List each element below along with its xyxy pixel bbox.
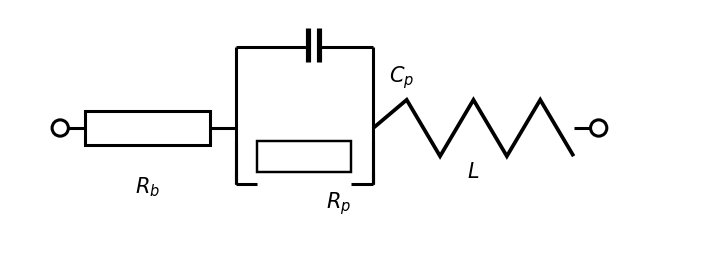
Text: $R_b$: $R_b$ (135, 175, 160, 199)
Text: $R_p$: $R_p$ (326, 191, 352, 217)
Bar (257, 141, 352, 172)
Bar (85, 111, 211, 145)
Text: $L$: $L$ (467, 163, 480, 183)
Text: $C_p$: $C_p$ (389, 65, 414, 91)
